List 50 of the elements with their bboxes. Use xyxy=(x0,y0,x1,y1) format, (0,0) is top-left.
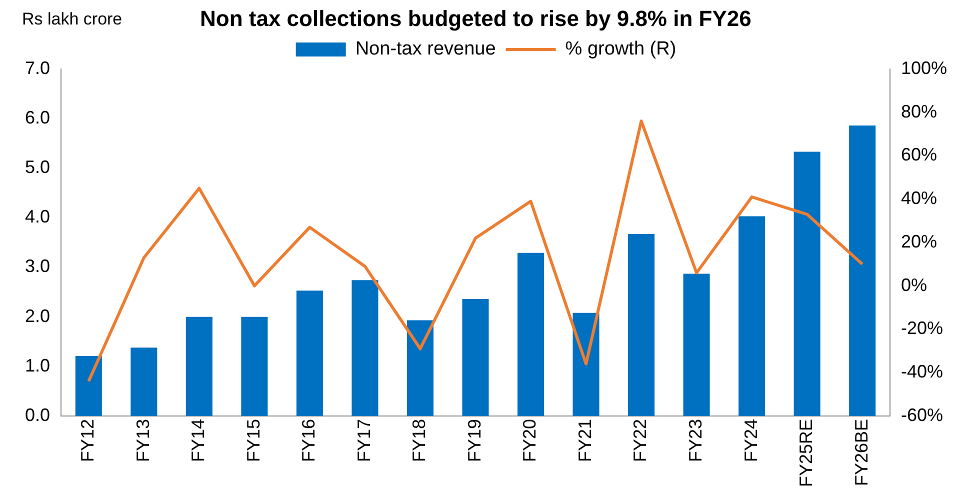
y-tick-label: 4.0 xyxy=(24,206,50,227)
x-tick-label: FY12 xyxy=(78,418,98,462)
y2-tick-label: 40% xyxy=(900,188,937,208)
bar xyxy=(794,152,820,416)
bar xyxy=(186,316,212,416)
y2-tick-label: 80% xyxy=(900,101,937,122)
x-tick-label: FY14 xyxy=(188,418,208,462)
bar xyxy=(296,290,323,416)
x-tick-label: FY23 xyxy=(686,418,706,462)
bar xyxy=(75,356,102,416)
x-tick-label: FY16 xyxy=(298,418,319,462)
y2-tick-label: -60% xyxy=(900,404,943,425)
x-tick-label: FY17 xyxy=(354,418,374,462)
bar xyxy=(406,320,434,416)
bar xyxy=(517,252,544,416)
y2-tick-label: -40% xyxy=(900,362,943,382)
y-tick-label: 6.0 xyxy=(24,108,50,128)
x-tick-label: FY15 xyxy=(243,418,264,462)
legend-label: % growth (R) xyxy=(565,38,676,60)
bar xyxy=(628,234,655,416)
x-tick-label: FY18 xyxy=(409,418,430,462)
bar xyxy=(241,316,268,416)
bar xyxy=(462,298,489,416)
y-tick-label: 3.0 xyxy=(24,256,50,276)
x-tick-label: FY24 xyxy=(740,418,761,462)
y-tick-label: 7.0 xyxy=(24,58,50,78)
y-tick-label: 5.0 xyxy=(24,157,50,178)
x-tick-label: FY21 xyxy=(574,418,595,462)
x-tick-label: FY19 xyxy=(464,418,484,462)
y-tick-label: 0.0 xyxy=(24,404,50,425)
x-tick-label: FY13 xyxy=(132,418,153,462)
bar xyxy=(130,348,158,416)
bar xyxy=(352,280,378,416)
chart-title: Non tax collections budgeted to rise by 9.8% in FY26 xyxy=(200,6,752,32)
y2-tick-label: 100% xyxy=(900,58,948,78)
bar xyxy=(849,126,876,416)
x-tick-label: FY25RE xyxy=(796,418,816,488)
y-tick-label: 2.0 xyxy=(24,306,50,326)
y2-tick-label: 60% xyxy=(900,144,937,165)
y2-tick-label: 0% xyxy=(900,274,927,295)
x-tick-label: FY26BE xyxy=(851,418,872,486)
x-tick-label: FY20 xyxy=(520,418,540,462)
y-tick-label: 1.0 xyxy=(24,355,50,376)
bar xyxy=(738,216,766,416)
y2-tick-label: -20% xyxy=(900,318,943,338)
y-axis-title: Rs lakh crore xyxy=(22,10,122,29)
legend-label: Non-tax revenue xyxy=(355,38,496,60)
x-tick-label: FY22 xyxy=(630,418,650,462)
bar xyxy=(683,274,710,416)
y2-tick-label: 20% xyxy=(900,231,937,252)
